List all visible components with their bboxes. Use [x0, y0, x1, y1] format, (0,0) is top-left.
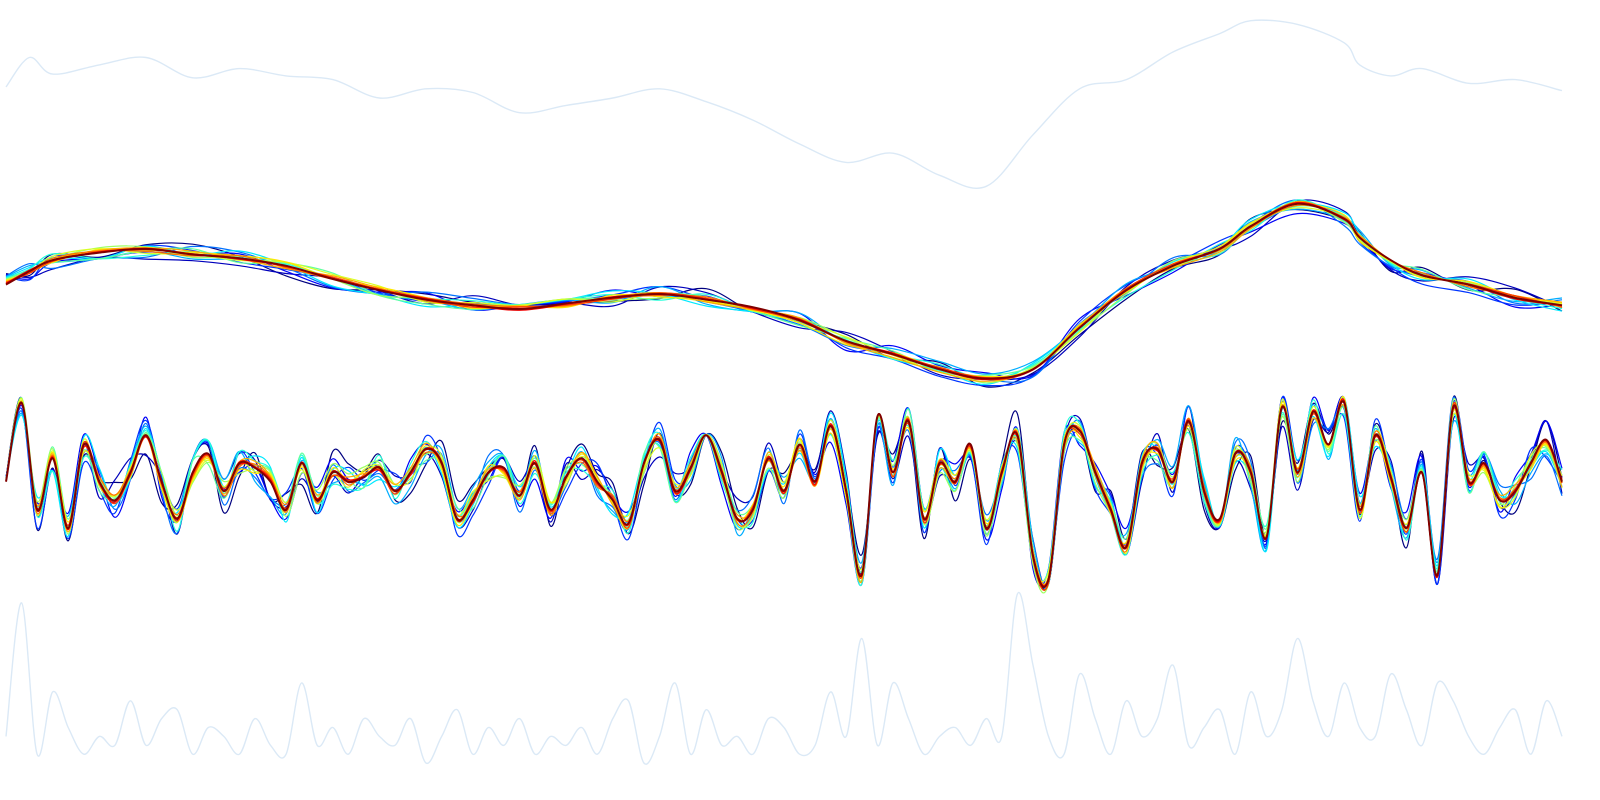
- smoothed-trend-bundle-line-5: [5, 199, 1563, 383]
- smoothed-trend-bundle-panel: [5, 199, 1563, 388]
- smoothed-trend-bundle-line-12: [5, 203, 1563, 378]
- smoothed-trend-bundle-line-7: [5, 202, 1563, 385]
- detail-bundle-panel: [5, 395, 1563, 594]
- envelope-background-panel: [5, 591, 1563, 765]
- smoothed-trend-bundle-line-14: [5, 204, 1563, 380]
- smoothed-trend-bundle-line-17: [5, 203, 1563, 380]
- smoothed-trend-bundle-line-1: [5, 208, 1563, 388]
- smoothed-trend-bundle-line-9: [5, 205, 1563, 377]
- raw-signal-background-line: [5, 19, 1563, 189]
- smoothed-trend-bundle-line-2: [5, 199, 1563, 381]
- smoothed-trend-bundle-line-18: [5, 202, 1563, 380]
- smoothed-trend-bundle-line-13: [5, 200, 1563, 382]
- raw-signal-background-panel: [5, 19, 1563, 189]
- smoothed-trend-bundle-line-16: [5, 201, 1563, 381]
- envelope-background-line: [5, 591, 1563, 765]
- smoothed-trend-bundle-line-4: [5, 204, 1563, 387]
- detail-bundle-line-10: [5, 397, 1563, 594]
- smoothed-trend-bundle-line-8: [5, 199, 1563, 380]
- smoothed-trend-bundle-line-11: [5, 207, 1563, 380]
- smoothed-trend-bundle-line-3: [5, 212, 1563, 380]
- smoothed-trend-bundle-line-15: [5, 202, 1563, 379]
- detail-bundle-line-18: [5, 400, 1563, 588]
- smoothed-trend-bundle-line-6: [5, 208, 1563, 375]
- smoothed-trend-bundle-line-10: [5, 201, 1563, 384]
